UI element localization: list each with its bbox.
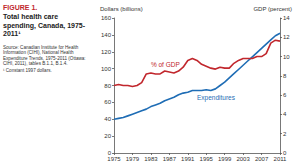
svg-text:% of GDP: % of GDP — [151, 61, 180, 68]
html-text:Total health care spending, Ca: Total health care spending, Canada, 1975… — [3, 13, 86, 37]
svg-text:10: 10 — [283, 54, 290, 60]
html-text:Source: Canadian Institute for: Source: Canadian Institute for Health In… — [3, 44, 86, 67]
svg-text:80: 80 — [104, 83, 111, 89]
svg-text:20: 20 — [104, 133, 111, 139]
svg-text:Expenditures: Expenditures — [197, 94, 236, 102]
svg-text:160: 160 — [101, 15, 112, 21]
svg-text:2: 2 — [283, 131, 287, 137]
svg-text:1979: 1979 — [126, 156, 140, 162]
svg-text:2007: 2007 — [255, 156, 269, 162]
svg-text:8: 8 — [283, 73, 287, 79]
svg-text:Dollars (billions): Dollars (billions) — [100, 6, 143, 12]
svg-text:4: 4 — [283, 111, 287, 117]
svg-text:14: 14 — [283, 15, 290, 21]
svg-text:1987: 1987 — [163, 156, 177, 162]
svg-text:12: 12 — [283, 34, 290, 40]
svg-text:1999: 1999 — [218, 156, 232, 162]
svg-text:40: 40 — [104, 116, 111, 122]
svg-text:1983: 1983 — [144, 156, 158, 162]
svg-text:1995: 1995 — [200, 156, 214, 162]
svg-text:0: 0 — [107, 150, 111, 156]
svg-text:1975: 1975 — [107, 156, 121, 162]
svg-text:2003: 2003 — [236, 156, 250, 162]
svg-text:0: 0 — [283, 150, 287, 156]
svg-text:140: 140 — [101, 32, 112, 38]
svg-text:6: 6 — [283, 92, 287, 98]
svg-text:60: 60 — [104, 99, 111, 105]
html-text:FIGURE 1.: FIGURE 1. — [3, 4, 38, 11]
svg-text:2011: 2011 — [274, 156, 288, 162]
svg-text:120: 120 — [101, 49, 112, 55]
svg-text:1991: 1991 — [181, 156, 195, 162]
html-text:¹ Constant 1997 dollars.: ¹ Constant 1997 dollars. — [3, 67, 52, 73]
svg-text:100: 100 — [101, 66, 112, 72]
svg-text:GDP (percent): GDP (percent) — [253, 6, 292, 12]
